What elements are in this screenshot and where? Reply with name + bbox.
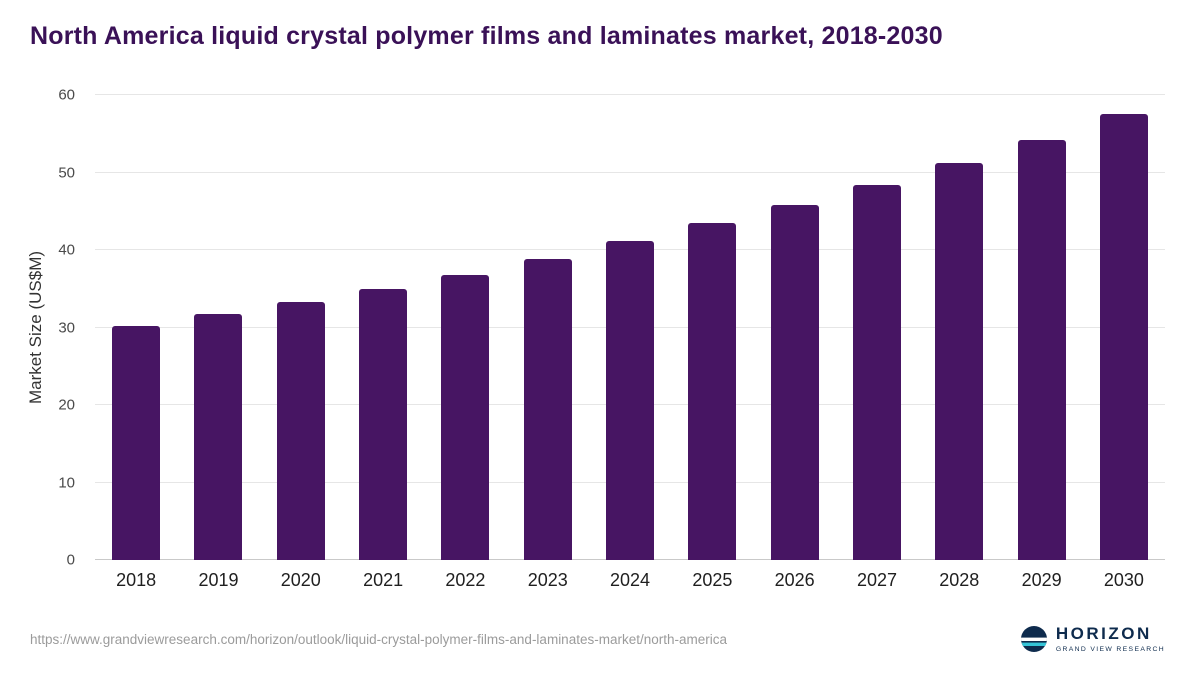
- bar-2022: [441, 274, 490, 560]
- bar-2028: [935, 163, 984, 560]
- horizon-logo-icon: [1020, 626, 1047, 652]
- bar-2019: [194, 314, 243, 560]
- y-tick-label-0: 0: [66, 551, 75, 569]
- y-tick-label-30: 30: [58, 319, 75, 336]
- chart-title: North America liquid crystal polymer fil…: [30, 22, 943, 50]
- x-tick-label-2021: 2021: [363, 570, 404, 590]
- horizon-logo: HORIZON GRAND VIEW RESEARCH: [1020, 624, 1165, 653]
- bar-2024: [606, 241, 655, 560]
- x-tick-label-2029: 2029: [1021, 570, 1062, 590]
- y-tick-labels: 0 10 20 30 40 50 60: [30, 87, 85, 569]
- bar-slot-2021: [342, 95, 424, 560]
- x-tick-label-2020: 2020: [280, 570, 321, 590]
- bar-2027: [852, 184, 901, 560]
- bar-2029: [1017, 139, 1066, 560]
- logo-tagline: GRAND VIEW RESEARCH: [1055, 645, 1165, 653]
- bar-slot-2025: [671, 95, 753, 560]
- bar-slot-2023: [507, 95, 589, 560]
- gridline-50: [95, 171, 1165, 173]
- bar-2026: [770, 205, 819, 560]
- bar-slot-2028: [918, 95, 1000, 560]
- bar-slot-2024: [589, 95, 671, 560]
- x-tick-label-2024: 2024: [610, 570, 651, 590]
- bar-slot-2027: [836, 95, 918, 560]
- logo-text: HORIZON GRAND VIEW RESEARCH: [1055, 624, 1165, 653]
- bar-slot-2018: [95, 95, 177, 560]
- plot-area: [95, 94, 1165, 560]
- x-tick-label-2028: 2028: [939, 570, 980, 590]
- x-tick-labels: 2018 2019 2020 2021 2022 2023 2024 2025 2026 2027…: [95, 570, 1165, 591]
- x-tick-label-2030: 2030: [1103, 570, 1144, 590]
- bar-slot-2030: [1083, 95, 1165, 560]
- bar-2030: [1099, 113, 1148, 560]
- x-tick-label-2023: 2023: [527, 570, 568, 590]
- bar-2021: [359, 288, 408, 560]
- bar-2018: [112, 325, 161, 560]
- y-tick-label-40: 40: [58, 241, 75, 259]
- bar-slot-2026: [754, 95, 836, 560]
- source-url: https://www.grandviewresearch.com/horizo…: [30, 632, 727, 647]
- bar-2023: [523, 258, 572, 560]
- bars-row: [95, 95, 1165, 560]
- y-tick-label-20: 20: [58, 396, 75, 414]
- x-tick-label-2018: 2018: [116, 570, 157, 590]
- x-tick-label-2022: 2022: [445, 570, 486, 590]
- gridline-60: [95, 94, 1165, 95]
- y-tick-label-60: 60: [58, 86, 75, 104]
- bar-slot-2029: [1000, 95, 1082, 560]
- bar-2025: [688, 222, 737, 560]
- logo-name: HORIZON: [1055, 624, 1152, 644]
- bar-slot-2020: [260, 95, 342, 560]
- bar-slot-2019: [177, 95, 259, 560]
- y-tick-label-10: 10: [58, 474, 75, 492]
- x-tick-label-2019: 2019: [198, 570, 239, 590]
- x-tick-label-2026: 2026: [774, 570, 815, 590]
- x-tick-label-2027: 2027: [856, 570, 897, 590]
- x-tick-label-2025: 2025: [692, 570, 733, 590]
- y-tick-label-50: 50: [58, 164, 75, 181]
- bar-slot-2022: [424, 95, 506, 560]
- bar-2020: [276, 301, 325, 560]
